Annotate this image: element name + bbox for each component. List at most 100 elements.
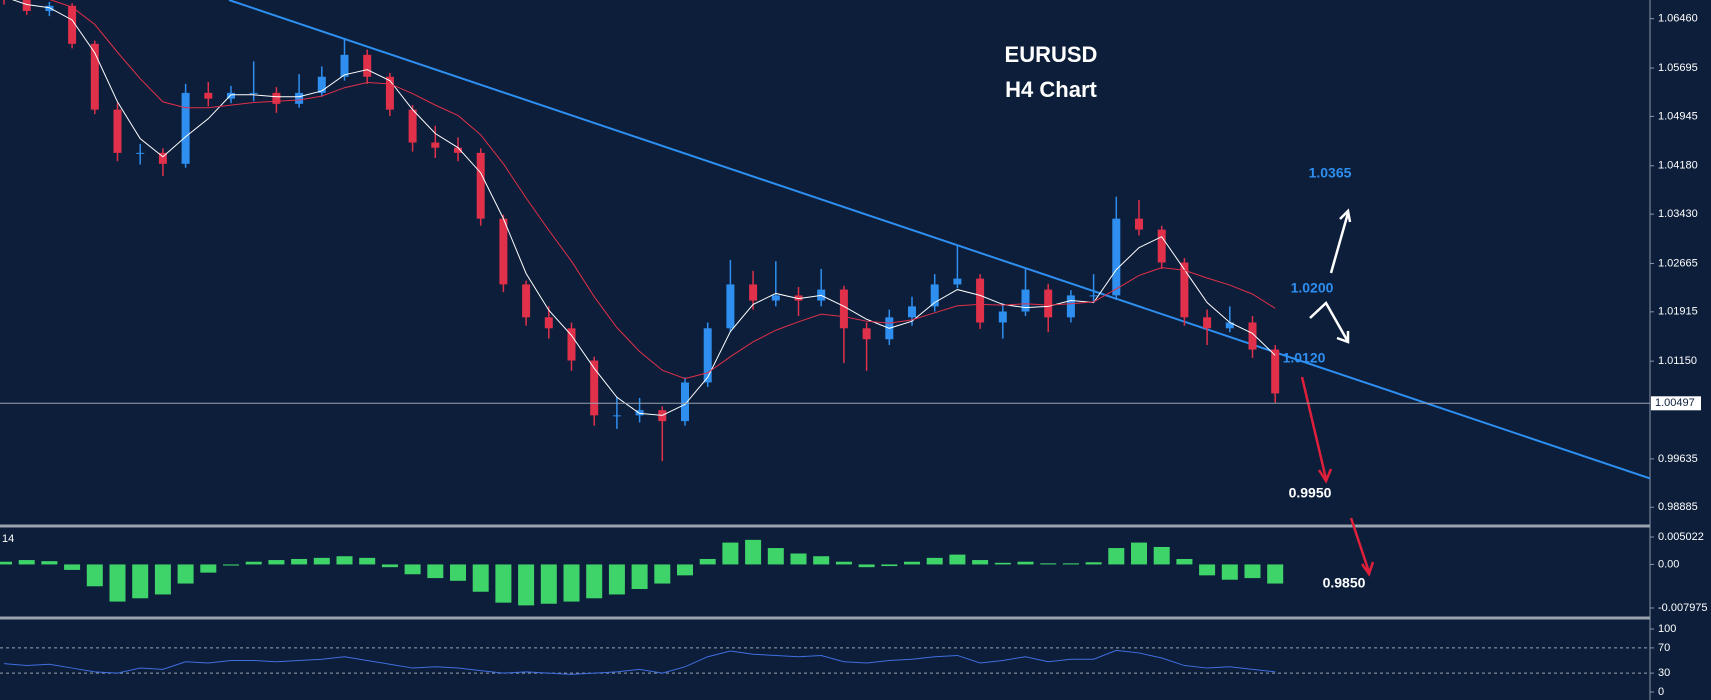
candle-body [1203,317,1212,329]
candle-body [681,382,689,422]
arrow-down [1349,517,1375,577]
macd-bar [109,564,126,602]
macd-bar [926,557,943,565]
macd-bar [268,560,285,565]
candle-body [1021,289,1030,312]
candle-body [68,5,77,44]
y-tick-label: 1.02665 [1658,257,1698,269]
candle-body [998,311,1007,323]
macd-bar [245,561,262,565]
macd-bar [1131,542,1147,565]
candle-body [1112,218,1121,296]
macd-bar [1199,564,1216,576]
candle-body [1089,295,1098,297]
candle-body [749,284,758,301]
macd-bar [177,564,194,584]
chart-title: EURUSD [1005,42,1098,67]
candle-body [635,410,644,416]
macd-bar [563,564,580,602]
candle-body [45,5,54,11]
macd-bar [291,558,308,565]
macd-bar [722,542,739,565]
level-label: 1.0200 [1291,280,1334,296]
candle-body [1066,295,1075,318]
macd-bar [1176,558,1193,565]
y-tick-label: 1.01150 [1658,355,1697,367]
candle-body [385,76,394,110]
candle-body [22,0,31,11]
candle-body [839,289,848,329]
candle-body [908,306,916,318]
macd-bar [835,561,852,565]
macd-bar [472,564,489,592]
macd-bar [1017,561,1034,565]
macd-bar [1085,562,1102,565]
candle-body [363,54,372,77]
current-price-label: 1.00497 [1655,397,1695,409]
candle-body [953,278,962,285]
y-tick-label: 0.98885 [1658,501,1698,513]
arrow-zigzag [1309,301,1350,344]
y-tick-label: 1.01915 [1658,306,1698,318]
macd-bar [813,556,830,565]
candle-body [1135,218,1143,230]
overlay: EURUSD H4 Chart 14 [2,42,1375,577]
candle-body [862,328,871,340]
macd-bar [1221,564,1238,580]
macd-bar [0,561,12,565]
macd-bar [223,564,239,566]
candle-body [726,284,735,329]
candle-body [1157,229,1166,263]
candle-body [158,152,167,164]
y-tick-label: 1.04180 [1658,160,1698,172]
moving-average [11,0,1276,416]
y-tick-label: 1.04945 [1658,110,1698,122]
rsi-line [3,649,1276,675]
macd-bar [699,558,716,565]
y-tick-label: -0.007975 [1658,602,1708,614]
candle-body [431,142,440,148]
macd-bar [1062,563,1079,565]
macd-bar [1267,564,1284,584]
macd-bar [41,561,58,565]
candle-body [590,360,599,416]
candle-body [976,278,985,323]
macd-bar [132,564,149,599]
moving-average [49,0,1276,380]
candle-body [476,152,485,219]
candle-body [408,109,417,143]
candle-body [227,92,235,99]
level-label: 0.9950 [1289,485,1332,501]
candle-body [113,109,122,153]
candle-body [703,328,712,383]
candle-body [794,295,803,301]
macd-bar [677,564,693,576]
macd-bar [949,554,966,565]
candle-body [340,54,349,77]
macd-bar [1040,563,1057,565]
trend-line [228,0,1650,480]
price-panel [3,0,1280,462]
candle-body [295,92,304,104]
macd-bar [495,564,512,603]
chart-subtitle: H4 Chart [1005,77,1097,102]
macd-bar [450,564,466,581]
candle-body [454,147,462,153]
macd-bar [540,564,557,604]
macd-bar [336,556,353,565]
candle-body [567,328,576,361]
candle-body [1225,322,1234,329]
candle-body [612,415,621,417]
candle-body [1044,289,1053,318]
y-tick-label: 30 [1658,667,1670,679]
macd-bar [1108,548,1125,565]
candle-body [771,295,780,301]
macd-bar [654,564,671,584]
macd-bar [1153,546,1170,565]
candle-body [499,218,508,285]
candle-body [1180,262,1189,318]
candle-body [930,284,939,307]
macd-bar [767,548,784,565]
